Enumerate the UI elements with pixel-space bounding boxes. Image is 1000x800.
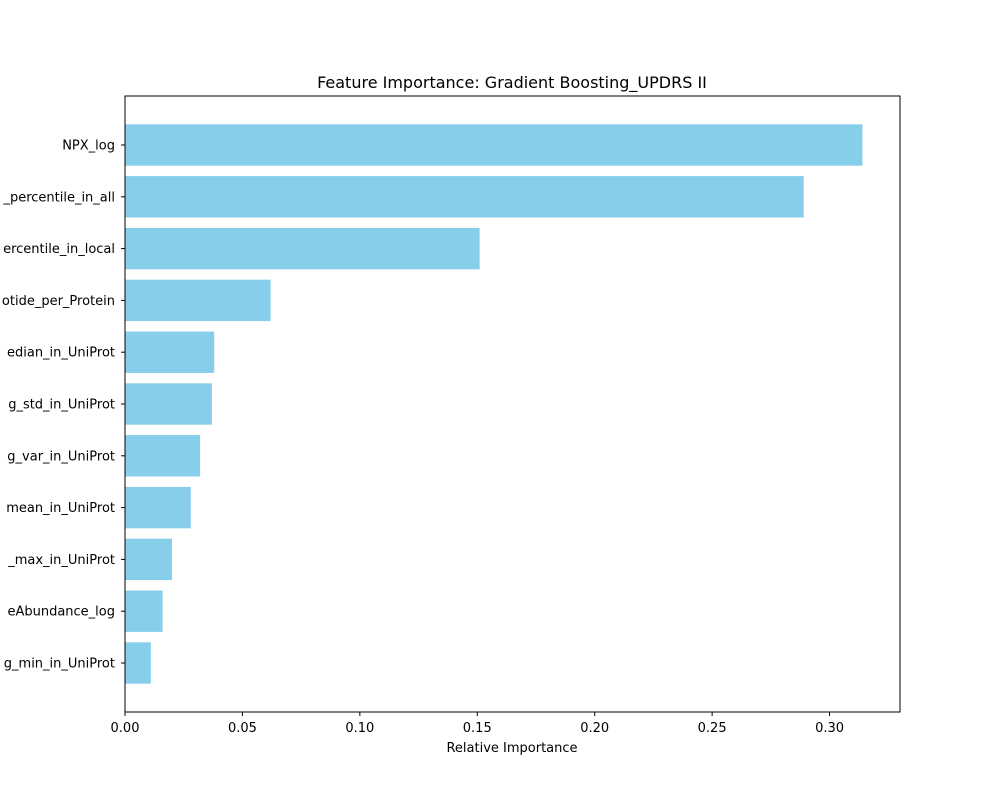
y-tick-label: NPX_log (62, 139, 115, 154)
x-axis-ticks: 0.00 0.05 0.10 0.15 0.20 0.25 0.30 (111, 712, 844, 736)
y-tick-label: g_var_in_UniProt (7, 449, 115, 464)
x-tick-label: 0.00 (111, 721, 140, 736)
y-tick-label: mean_in_UniProt (6, 501, 115, 516)
y-tick-label: edian_in_UniProt (7, 346, 115, 361)
bar (125, 383, 212, 425)
x-tick-label: 0.10 (345, 721, 374, 736)
bar (125, 279, 271, 322)
y-tick-label: _percentile_in_all (2, 190, 115, 205)
y-tick-label: eAbundance_log (7, 605, 115, 620)
y-tick-label: ercentile_in_local (3, 242, 115, 257)
x-tick-label: 0.30 (815, 721, 844, 736)
y-tick-label: _max_in_UniProt (7, 553, 115, 568)
bar (125, 486, 191, 529)
y-axis-ticks: NPX_log _percentile_in_all ercentile_in_lo… (2, 139, 125, 672)
x-tick-label: 0.15 (463, 721, 492, 736)
x-tick-label: 0.25 (698, 721, 727, 736)
y-tick-label: g_std_in_UniProt (8, 398, 115, 413)
x-tick-label: 0.05 (228, 721, 257, 736)
bar (125, 124, 863, 166)
y-tick-label: otide_per_Protein (2, 294, 115, 309)
bar-group (125, 124, 863, 684)
bar (125, 227, 480, 270)
plot-frame (124, 95, 901, 713)
chart-title: Feature Importance: Gradient Boosting_UP… (317, 73, 707, 93)
bar (125, 435, 201, 477)
bar (125, 176, 804, 218)
x-tick-label: 0.20 (580, 721, 609, 736)
bar (125, 331, 215, 373)
bar (125, 590, 163, 632)
bar (125, 642, 151, 684)
x-axis-label: Relative Importance (446, 741, 577, 756)
bar (125, 538, 172, 581)
y-tick-label: g_min_in_UniProt (4, 657, 115, 672)
